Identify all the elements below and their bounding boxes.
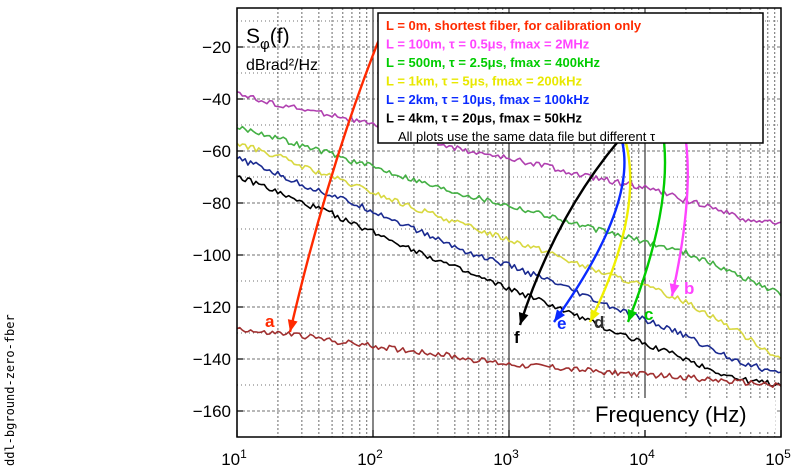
legend-entry-f: L = 4km, τ = 20μs, fmax = 50kHz	[386, 111, 582, 126]
side-label: ddl-bground-zero-fber	[3, 314, 17, 466]
legend-box	[377, 12, 764, 144]
x-tick-label: 101	[221, 447, 247, 469]
x-tick-label: 102	[357, 447, 383, 469]
legend-entry-e: L = 2km, τ = 10μs, fmax = 100kHz	[386, 92, 590, 107]
legend-entry-b: L = 100m, τ = 0.5μs, fmax = 2MHz	[386, 37, 590, 52]
series-f-line	[236, 175, 782, 387]
y-axis-unit: dBrad²/Hz	[246, 57, 318, 74]
series-c-line	[236, 125, 782, 297]
arrow-head-c	[627, 309, 638, 322]
arrow-head-b	[669, 283, 680, 296]
curve-label-b: b	[684, 279, 694, 298]
series-b-line	[236, 91, 782, 225]
curve-label-e: e	[557, 314, 566, 333]
legend-note: All plots use the same data file but dif…	[398, 129, 656, 144]
x-axis-label-background	[590, 398, 775, 430]
series-d-line	[236, 142, 782, 360]
x-tick-label: 105	[765, 447, 791, 469]
curve-label-f: f	[514, 328, 520, 347]
y-tick-label: −60	[202, 142, 231, 161]
legend-entry-c: L = 500m, τ = 2.5μs, fmax = 400kHz	[386, 55, 601, 70]
axis-layer: −20 −40 −60 −80 −100 −120 −140 −160 101 102 103 104…	[193, 7, 791, 469]
curve-label-a: a	[265, 312, 275, 331]
y-tick-label: −40	[202, 90, 231, 109]
x-axis-label: Frequency (Hz)	[595, 402, 747, 427]
series-layer	[236, 91, 782, 388]
y-tick-label: −80	[202, 194, 231, 213]
arrow-head-e	[554, 309, 566, 322]
arrow-head-d	[590, 309, 600, 322]
arrow-head-a	[287, 319, 298, 332]
legend: L = 0m, shortest fiber, for calibration …	[377, 12, 764, 144]
series-a-line	[236, 326, 782, 388]
curve-labels: a b c d e f	[265, 279, 694, 347]
legend-entry-d: L = 1km, τ = 5μs, fmax = 200kHz	[386, 74, 582, 89]
x-tick-label: 104	[629, 447, 655, 469]
y-tick-label: −100	[193, 246, 231, 265]
series-e-line	[236, 156, 782, 374]
y-tick-label: −140	[193, 350, 231, 369]
y-tick-label: −120	[193, 298, 231, 317]
curve-label-c: c	[644, 305, 653, 324]
arrow-head-f	[518, 312, 529, 325]
y-axis-label: Sφ(f)	[246, 25, 290, 53]
y-tick-label: −160	[193, 402, 231, 421]
y-tick-label: −20	[202, 38, 231, 57]
legend-entry-a: L = 0m, shortest fiber, for calibration …	[386, 18, 642, 33]
curve-label-d: d	[594, 313, 604, 332]
arrow-a	[288, 26, 386, 333]
x-tick-label: 103	[493, 447, 519, 469]
